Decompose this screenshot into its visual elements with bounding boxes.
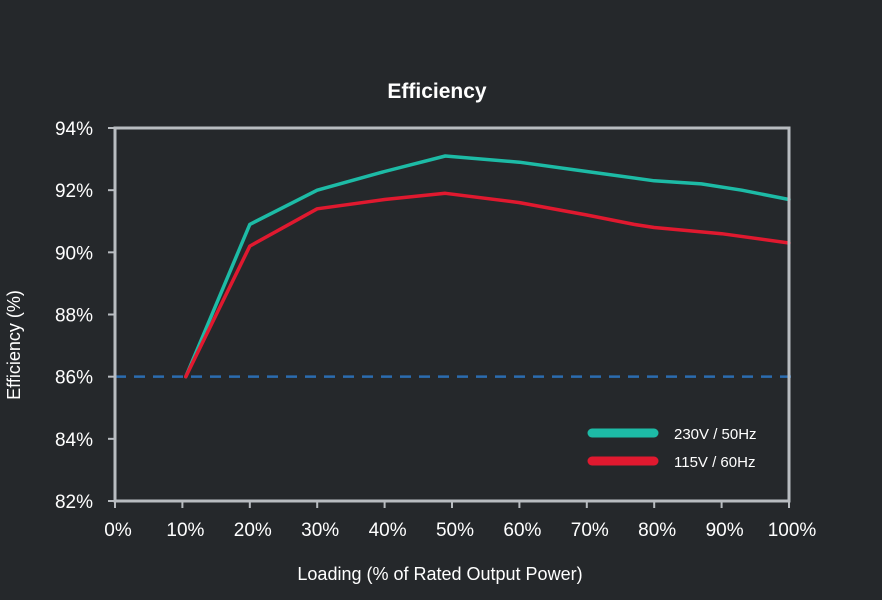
y-axis-label: Efficiency (%) [4,290,24,400]
x-tick-label: 70% [571,520,609,541]
series-line-1 [184,154,791,379]
legend-label-2: 115V / 60Hz [674,454,755,471]
x-tick-label: 80% [638,520,676,541]
y-tick-label: 82% [55,492,93,513]
y-tick-label: 88% [55,306,93,327]
x-tick-label: 50% [436,520,474,541]
chart-title: Efficiency [387,80,487,103]
y-tick-label: 84% [55,430,93,451]
legend-label-1: 230V / 50Hz [674,426,757,443]
x-tick-label: 90% [706,520,744,541]
x-tick-label: 10% [166,520,204,541]
x-tick-label: 40% [369,520,407,541]
y-tick-label: 90% [55,243,93,264]
series-line-2 [184,191,791,379]
x-tick-label: 60% [503,520,541,541]
x-tick-label: 20% [234,520,272,541]
x-tick-label: 30% [301,520,339,541]
x-tick-label: 0% [104,520,132,541]
x-tick-label: 100% [768,520,817,541]
y-tick-label: 94% [55,119,93,140]
y-tick-label: 86% [55,368,93,389]
y-tick-label: 92% [55,181,93,202]
x-axis-label: Loading (% of Rated Output Power) [297,564,582,584]
